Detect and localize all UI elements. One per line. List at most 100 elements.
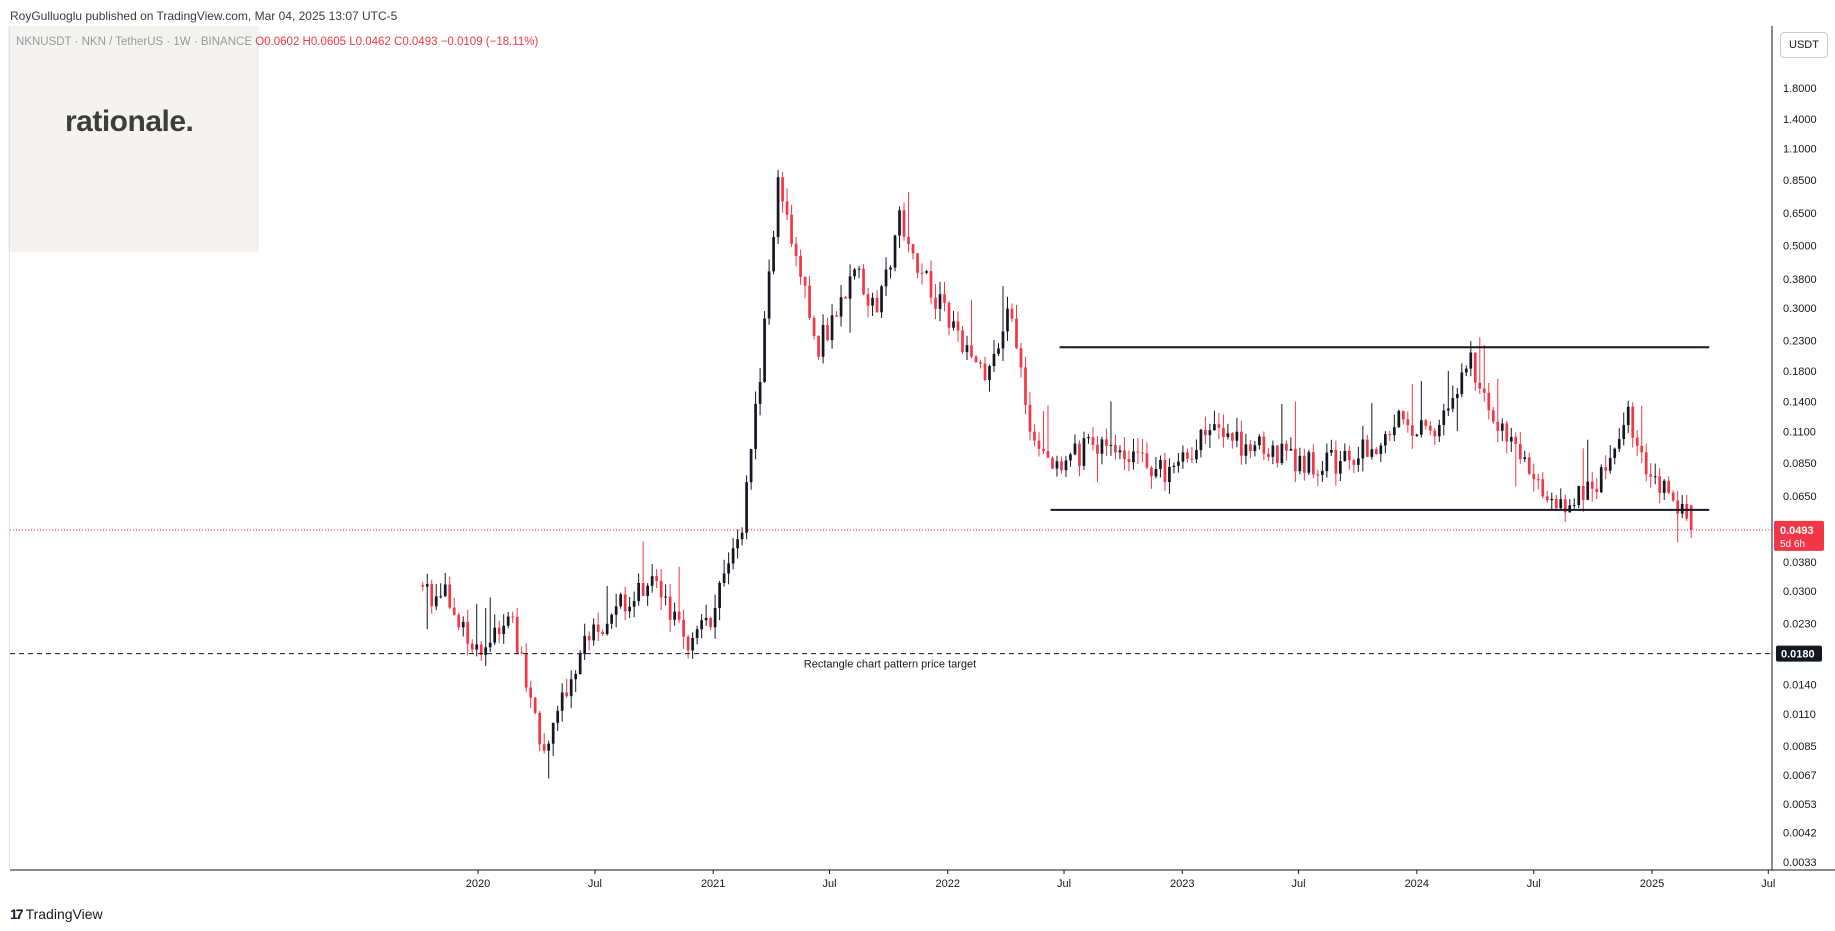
candle	[1109, 401, 1113, 456]
candle	[1123, 437, 1126, 470]
tradingview-brand[interactable]: 17 TradingView	[10, 906, 103, 922]
time-tick-label: 2024	[1405, 878, 1429, 890]
candle	[1024, 356, 1027, 415]
candle-body	[871, 297, 874, 306]
candle	[1262, 431, 1266, 461]
candle	[493, 614, 497, 646]
candle	[704, 604, 708, 626]
candle	[929, 260, 933, 305]
candle-body	[1365, 439, 1369, 457]
bar-countdown: 5d 6h	[1780, 539, 1805, 550]
candle-body	[1118, 450, 1122, 453]
candle	[817, 335, 820, 360]
candle	[1559, 488, 1563, 511]
time-axis[interactable]: 2020 Jul 2021 Jul 2022 Jul 2023 Jul 2024 Jul 2025 J…	[9, 26, 1835, 890]
candle	[547, 740, 551, 779]
candle-body	[511, 616, 515, 618]
candle-body	[650, 576, 654, 586]
candle-body	[605, 623, 609, 635]
price-tick-label: 0.0300	[1783, 586, 1817, 598]
candle	[466, 609, 470, 656]
candle-body	[470, 643, 474, 650]
candle	[1419, 381, 1423, 438]
candle	[1667, 476, 1671, 495]
candle-body	[547, 743, 551, 751]
candle	[1073, 434, 1077, 456]
candle	[614, 593, 618, 628]
candle-body	[488, 642, 492, 648]
candle-body	[1658, 476, 1662, 493]
candle	[1055, 455, 1059, 477]
candle-body	[1523, 457, 1527, 460]
candle-body	[1496, 421, 1500, 431]
candle-body	[889, 267, 892, 270]
candle	[1347, 445, 1351, 470]
currency-button[interactable]: USDT	[1780, 32, 1828, 58]
candle	[839, 285, 843, 327]
candle-body	[1626, 406, 1630, 426]
candle	[1622, 412, 1626, 446]
price-tick-label: 0.5000	[1783, 240, 1817, 252]
candle	[502, 614, 506, 644]
candle	[1213, 410, 1216, 431]
candle	[1523, 450, 1527, 463]
candle-body	[1491, 410, 1495, 422]
candle-body	[718, 582, 721, 609]
candle-body	[1285, 443, 1288, 451]
price-axis[interactable]: 1.8000 1.4000 1.1000 0.8500 0.6500 0.5000 0.38…	[1771, 26, 1824, 870]
close-value: C0.0493	[394, 36, 438, 48]
candle	[835, 311, 838, 317]
candle-body	[920, 272, 924, 274]
candle-body	[578, 654, 582, 675]
candle	[538, 710, 542, 752]
candle	[920, 263, 924, 285]
symbol-name[interactable]: NKNUSDT · NKN / TetherUS · 1W · BINANCE	[16, 36, 253, 48]
target-label: Rectangle chart pattern price target	[804, 659, 976, 671]
candle-body	[1410, 425, 1414, 436]
candle-body	[875, 297, 879, 313]
candle	[641, 541, 645, 597]
candle-body	[1330, 449, 1333, 453]
candle	[1096, 435, 1099, 483]
candle	[1199, 428, 1203, 458]
candle-body	[857, 268, 861, 270]
candle	[1294, 401, 1297, 483]
candle	[1649, 463, 1653, 488]
time-tick-label: 2021	[701, 878, 725, 890]
candle	[754, 391, 757, 460]
price-tick-label: 0.1400	[1783, 397, 1817, 409]
candle	[763, 311, 766, 383]
candle-body	[722, 573, 726, 583]
price-tick-label: 0.1100	[1783, 426, 1816, 438]
candle	[992, 340, 996, 373]
candle	[475, 604, 479, 657]
candle	[1352, 458, 1356, 474]
candle	[1658, 468, 1662, 504]
candle	[1240, 421, 1243, 465]
candle-body	[659, 580, 663, 598]
candle	[952, 310, 955, 331]
candle	[1289, 437, 1293, 451]
price-tick-label: 0.0033	[1783, 857, 1817, 869]
time-tick-label: Jul	[822, 878, 836, 890]
candle-body	[1581, 485, 1585, 500]
candle-body	[1509, 436, 1513, 442]
candle	[1118, 445, 1122, 460]
candle-body	[731, 548, 735, 564]
candle	[1554, 494, 1558, 512]
candle	[790, 204, 793, 247]
candle-body	[1676, 500, 1680, 514]
candle-body	[610, 614, 614, 624]
candle-body	[592, 624, 596, 641]
candle-body	[916, 253, 919, 273]
candle-body	[1640, 445, 1644, 453]
candle	[1532, 463, 1536, 492]
candle-body	[1177, 461, 1180, 466]
candle-body	[1258, 436, 1261, 446]
candle-body	[1599, 467, 1603, 493]
candle-body	[1617, 439, 1621, 449]
candle-body	[664, 596, 667, 598]
candle-body	[524, 653, 528, 688]
candle	[1105, 428, 1108, 456]
